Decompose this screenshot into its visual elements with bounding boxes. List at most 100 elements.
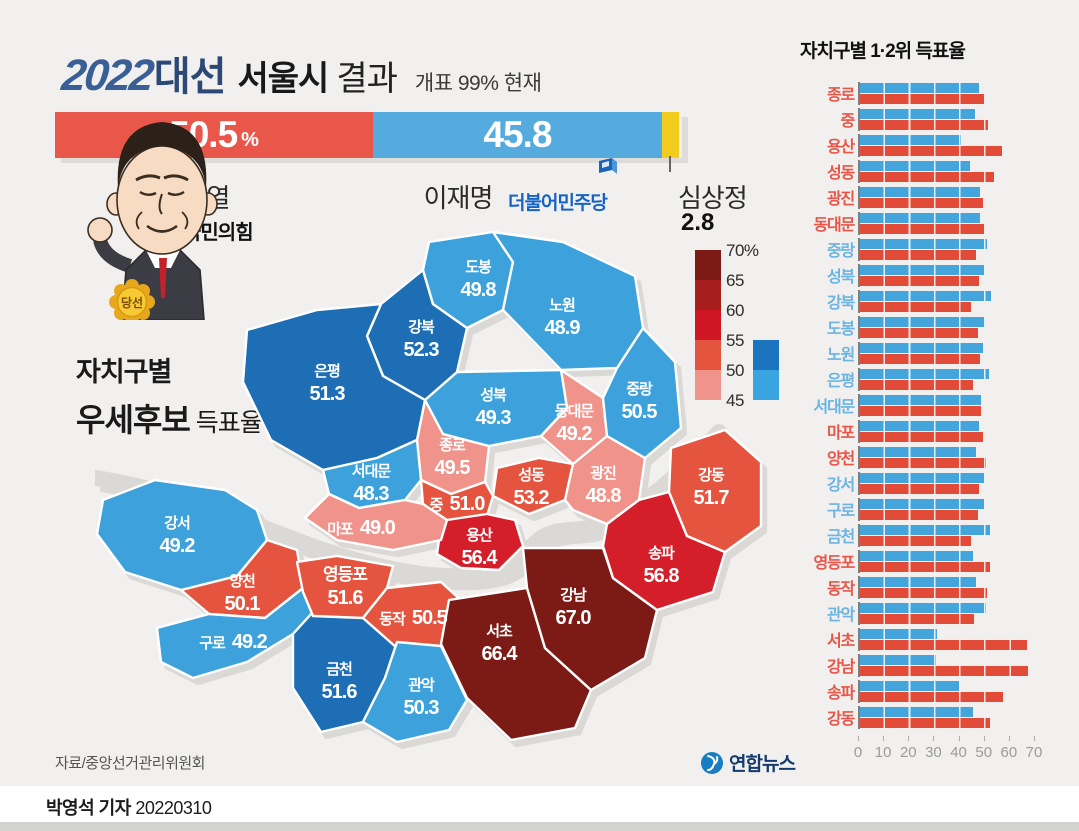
bottom-strip bbox=[0, 822, 1079, 831]
lee-vote-bar bbox=[860, 394, 982, 405]
district-bar-pair bbox=[858, 81, 1036, 105]
district-bar-row-seocho: 서초 bbox=[792, 626, 1076, 652]
reporter-name: 박영석 기자 bbox=[46, 798, 131, 818]
district-bar-label: 중 bbox=[840, 113, 855, 130]
headline-year: 2022 bbox=[59, 51, 155, 100]
summary-vote-bar: 50.5 % 45.8 bbox=[55, 112, 682, 158]
district-bar-label: 성북 bbox=[826, 269, 855, 286]
district-bar-label: 은평 bbox=[826, 373, 855, 390]
district-bar-row-dobong: 도봉 bbox=[792, 314, 1076, 340]
district-bar-label: 동작 bbox=[826, 581, 855, 598]
lee-vote-bar bbox=[860, 420, 980, 431]
legend-red-swatch bbox=[695, 310, 721, 340]
headline: 2022 대선 서울시 결과 개표 99% 현재 bbox=[59, 44, 542, 102]
district-bar-pair bbox=[858, 211, 1036, 235]
district-label-yangcheon: 양천 bbox=[229, 572, 255, 590]
district-bar-rows: 종로 중 용산 성동 광진 동대문 중랑 성북 강북 도봉 노원 은평 서대문 마포 양천 강서 구로 금천 영등포… bbox=[792, 80, 1076, 730]
headline-city: 서울시 bbox=[237, 60, 330, 98]
district-bar-label: 강북 bbox=[826, 295, 855, 312]
axis-tick-mark bbox=[908, 736, 910, 741]
district-label-yangcheon: 50.1 bbox=[225, 593, 261, 615]
district-bar-label: 강서 bbox=[826, 477, 855, 494]
district-label-gangdong: 51.7 bbox=[694, 487, 730, 509]
district-rank-chart: 자치구별 1·2위 득표율 종로 중 용산 성동 광진 동대문 중랑 성북 강북 도봉 노원 은평 서대… bbox=[792, 36, 1076, 776]
district-bar-label: 노원 bbox=[826, 347, 855, 364]
district-label-gangbuk: 강북 bbox=[408, 318, 435, 336]
district-bar-label: 송파 bbox=[826, 685, 855, 702]
fist bbox=[87, 217, 113, 243]
district-bar-row-nowon: 노원 bbox=[792, 340, 1076, 366]
legend-label: 65 bbox=[726, 271, 744, 290]
district-bar-row-yeongdeungpo: 영등포 bbox=[792, 548, 1076, 574]
district-bar-row-mapo: 마포 bbox=[792, 418, 1076, 444]
axis-tick-label: 50 bbox=[975, 744, 993, 761]
lee-vote-bar bbox=[860, 82, 979, 93]
district-label-gwanak: 관악 bbox=[408, 676, 435, 694]
district-bar-row-songpa: 송파 bbox=[792, 678, 1076, 704]
district-label-gwangjin: 48.8 bbox=[586, 485, 622, 507]
axis-tick-label: 60 bbox=[1000, 744, 1018, 761]
nose bbox=[158, 193, 163, 215]
summary-bar-sim bbox=[661, 112, 680, 158]
district-bar-row-guro: 구로 bbox=[792, 496, 1076, 522]
lee-vote-bar bbox=[860, 550, 973, 561]
district-bar-row-yangcheon: 양천 bbox=[792, 444, 1076, 470]
lee-vote-bar bbox=[860, 498, 984, 509]
district-bar-pair bbox=[858, 523, 1036, 547]
district-bar-pair bbox=[858, 185, 1036, 209]
yoon-vote-bar bbox=[860, 353, 980, 364]
district-bar-pair bbox=[858, 159, 1036, 183]
axis-tick-label: 20 bbox=[899, 744, 917, 761]
map-title-line1: 자치구별 bbox=[76, 357, 172, 387]
lee-vote-bar bbox=[860, 134, 962, 145]
district-bar-pair bbox=[858, 341, 1036, 365]
district-shape-yongsan bbox=[435, 512, 525, 572]
district-bar-pair bbox=[858, 237, 1036, 261]
yoon-vote-bar bbox=[860, 301, 972, 312]
district-bar-row-seongdong: 성동 bbox=[792, 158, 1076, 184]
district-label-seocho: 서초 bbox=[486, 623, 513, 640]
district-label-yongsan: 56.4 bbox=[462, 547, 499, 569]
district-label-seocho: 66.4 bbox=[482, 643, 519, 665]
lee-vote-bar bbox=[860, 680, 961, 691]
yoon-vote-bar bbox=[860, 587, 987, 598]
district-bar-pair bbox=[858, 263, 1036, 287]
yoon-vote-bar bbox=[860, 223, 984, 234]
district-label-gangseo: 49.2 bbox=[160, 535, 196, 557]
district-bar-row-dongdaemun: 동대문 bbox=[792, 210, 1076, 236]
summary-value-lee: 45.8 bbox=[483, 114, 552, 155]
yoon-vote-bar bbox=[860, 691, 1003, 702]
district-bar-label: 마포 bbox=[826, 425, 855, 442]
district-label-seongbuk: 성북 bbox=[480, 386, 507, 404]
district-label-songpa: 56.8 bbox=[644, 565, 680, 587]
axis-tick-mark bbox=[1034, 736, 1035, 741]
district-bar-row-jongno: 종로 bbox=[792, 80, 1076, 106]
yoon-vote-bar bbox=[860, 93, 985, 104]
district-bar-row-gangdong: 강동 bbox=[792, 704, 1076, 730]
district-bar-label: 관악 bbox=[826, 607, 855, 624]
summary-bar-yoon: 50.5 % bbox=[55, 112, 374, 158]
district-label-seongdong: 53.2 bbox=[514, 487, 550, 509]
lee-vote-bar bbox=[860, 238, 987, 249]
district-label-nowon: 노원 bbox=[549, 297, 575, 314]
yoon-vote-bar bbox=[860, 275, 979, 286]
district-label-dongdaemun: 49.2 bbox=[557, 423, 593, 445]
district-label-dobong: 49.8 bbox=[461, 279, 497, 301]
headline-count-status: 개표 99% 현재 bbox=[414, 72, 542, 95]
lee-vote-bar bbox=[860, 472, 984, 483]
yoon-vote-bar bbox=[860, 431, 984, 442]
yoon-vote-bar bbox=[860, 561, 990, 572]
district-label-jongno: 종로 bbox=[439, 437, 466, 454]
district-shape-nowon bbox=[491, 230, 645, 372]
district-bar-pair bbox=[858, 627, 1036, 651]
district-bar-pair bbox=[858, 289, 1036, 313]
elected-badge-label: 당선 bbox=[121, 295, 143, 310]
district-label-jungnang: 중랑 bbox=[626, 380, 653, 398]
district-bar-pair bbox=[858, 315, 1036, 339]
lee-vote-bar bbox=[860, 368, 989, 379]
lee-vote-bar bbox=[860, 316, 986, 327]
yoon-vote-bar bbox=[860, 327, 978, 338]
agency-logo: 연합뉴스 bbox=[700, 749, 796, 776]
winner-caricature: 당선 bbox=[87, 122, 218, 320]
